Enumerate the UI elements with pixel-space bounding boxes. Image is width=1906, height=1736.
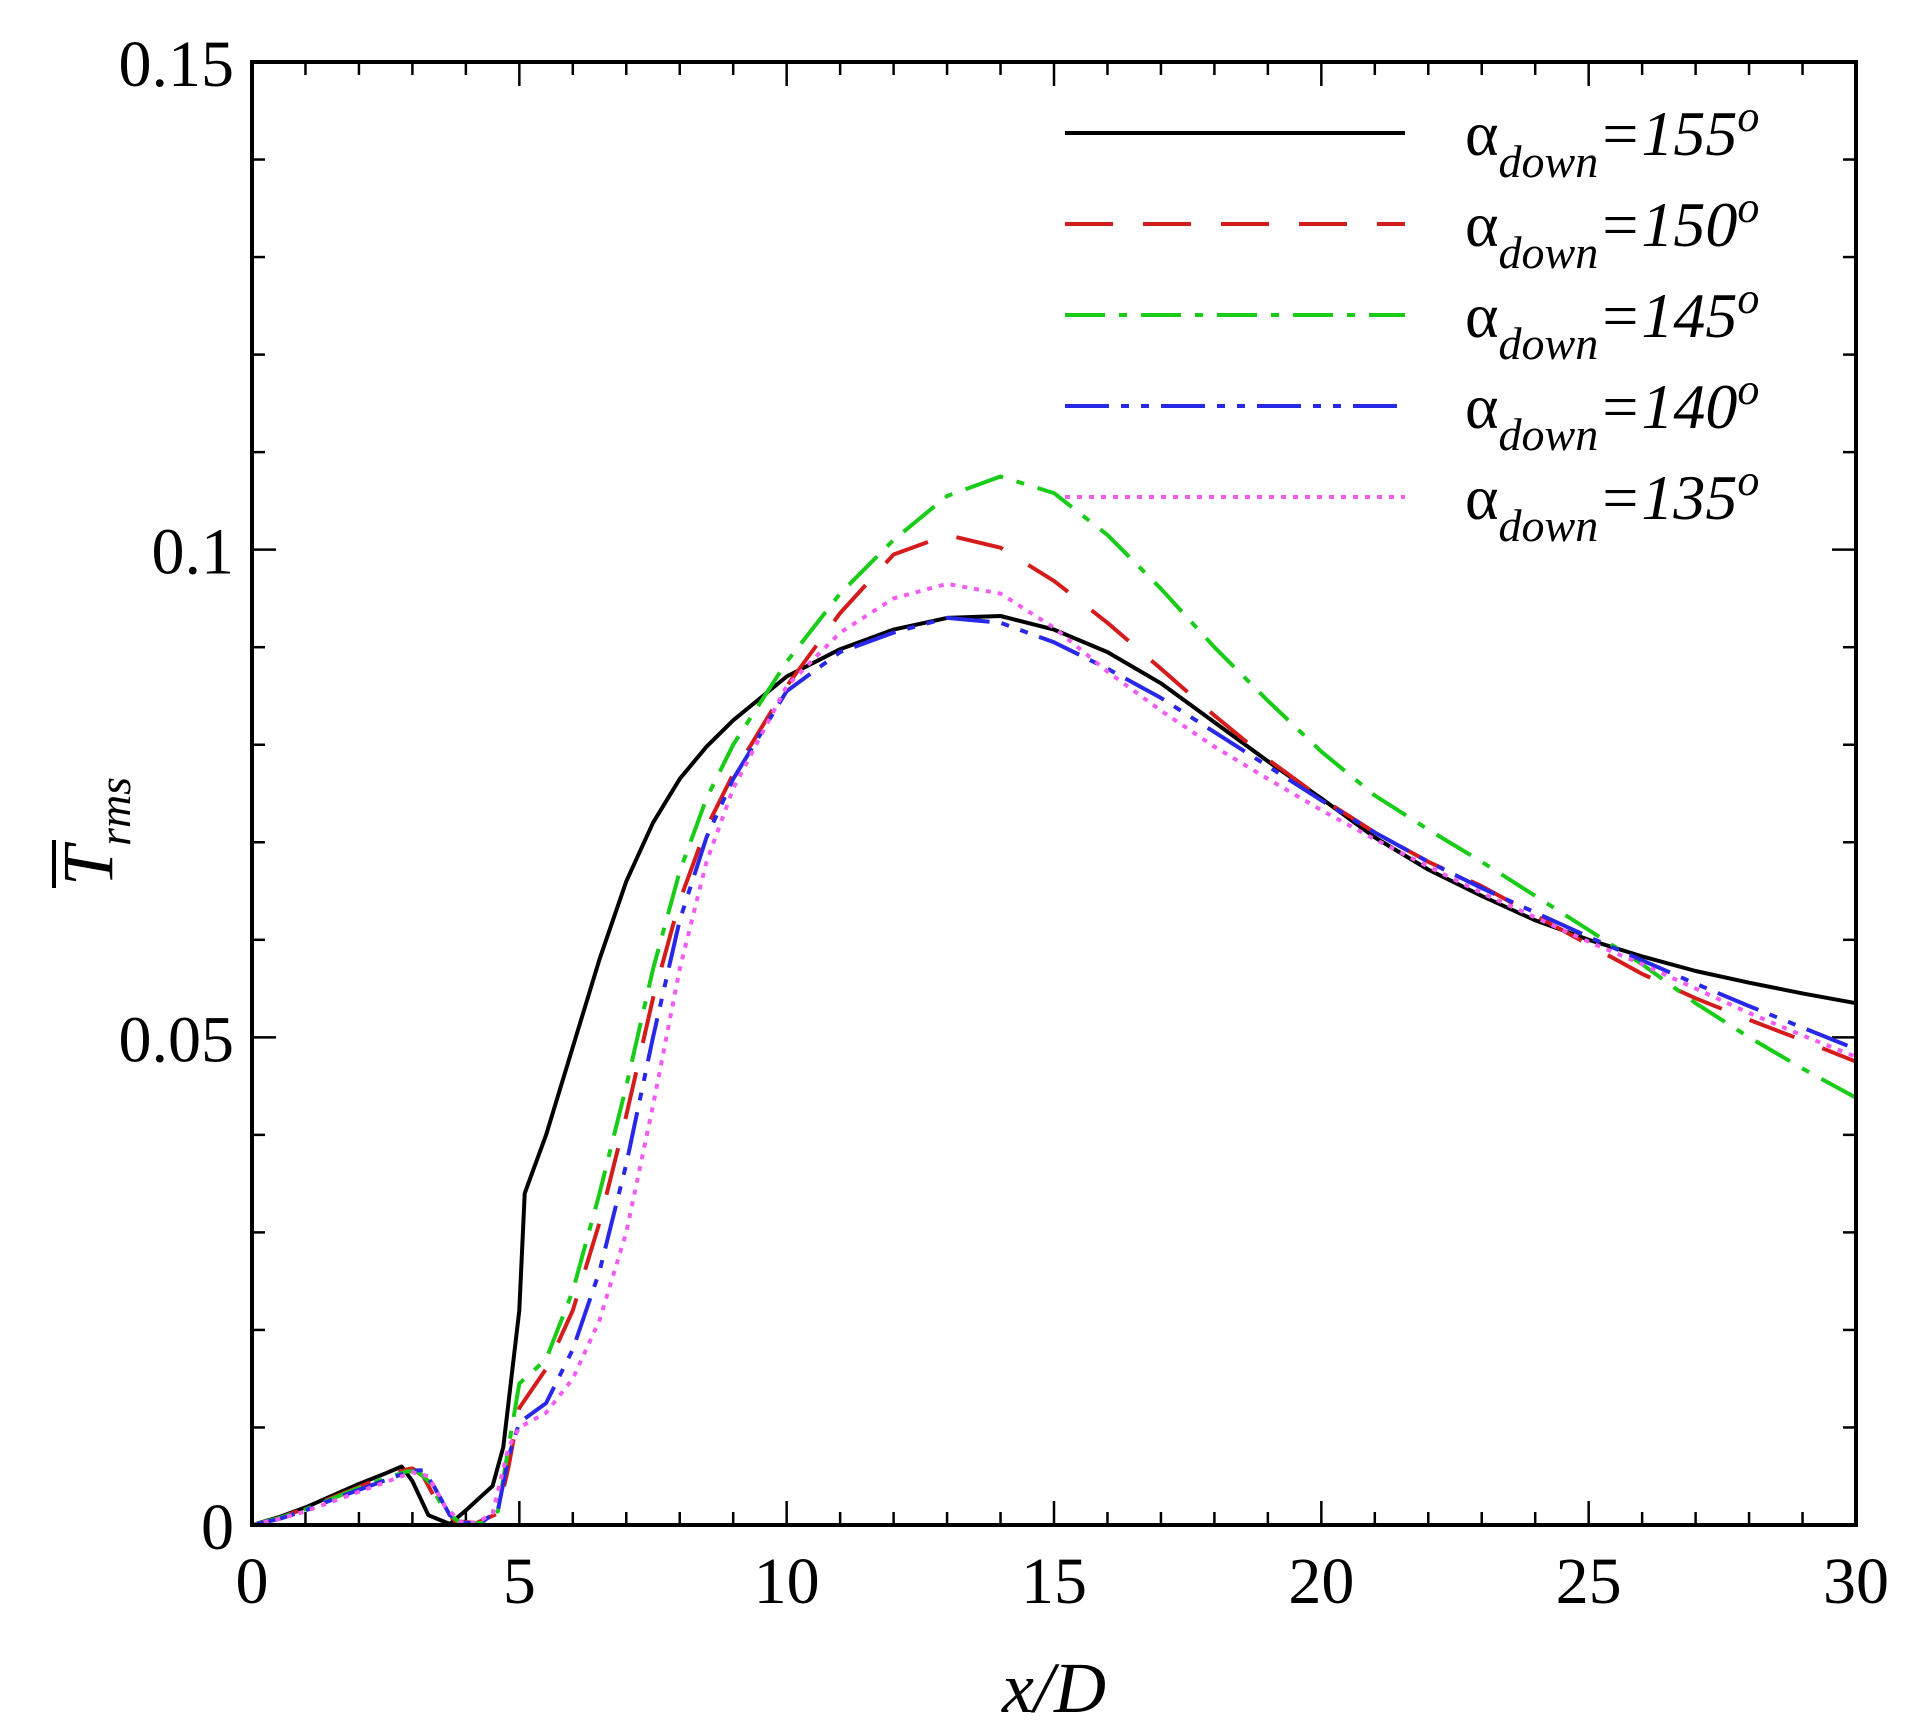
legend-label-1: αdown=155o [1465,92,1759,187]
y-tick-label: 0.05 [119,1003,235,1076]
legend-superscript: o [1737,365,1759,414]
x-tick-label: 15 [1021,1545,1087,1618]
x-tick-label: 30 [1823,1545,1889,1618]
x-tick-label: 5 [503,1545,536,1618]
x-tick-label: 10 [754,1545,820,1618]
legend-label-4: αdown=140o [1465,365,1759,460]
legend-superscript: o [1737,92,1759,141]
legend-superscript: o [1737,274,1759,323]
legend-alpha: α [1465,280,1499,351]
legend-value: =140 [1598,371,1737,442]
legend-alpha: α [1465,371,1499,442]
y-tick-label: 0 [201,1491,234,1564]
y-axis-title-subscript: rms [89,777,140,846]
series-line-1 [251,614,1857,1527]
legend-alpha: α [1465,98,1499,169]
legend-label-5: αdown=135o [1465,456,1759,551]
x-tick-label: 25 [1556,1545,1622,1618]
x-tick-label: 0 [236,1545,269,1618]
plot-frame [250,60,1858,1527]
legend-superscript: o [1737,456,1759,505]
series-lines [251,474,1857,1527]
legend: αdown=155oαdown=150oαdown=145oαdown=140o… [1065,92,1759,551]
y-axis-title-main: T [48,841,128,886]
series-line-2 [251,533,1857,1527]
series-line-4 [251,615,1857,1527]
legend-superscript: o [1737,183,1759,232]
legend-value: =150 [1598,189,1737,260]
y-tick-label: 0.15 [119,28,235,101]
legend-label-2: αdown=150o [1465,183,1759,278]
tick-labels: 0 5 10 15 20 25 30 0 0.05 0.1 0.15 [119,28,1890,1618]
x-axis-title: x/D [1001,1648,1106,1728]
legend-value: =155 [1598,98,1737,169]
y-tick-label: 0.1 [152,516,235,589]
legend-subscript: down [1499,318,1599,369]
legend-alpha: α [1465,462,1499,533]
svg-text:Trms: Trms [48,777,140,886]
legend-subscript: down [1499,500,1599,551]
legend-alpha: α [1465,189,1499,260]
legend-subscript: down [1499,409,1599,460]
series-line-5 [251,581,1857,1527]
legend-subscript: down [1499,136,1599,187]
legend-label-3: αdown=145o [1465,274,1759,369]
series-line-3 [251,474,1857,1527]
legend-subscript: down [1499,227,1599,278]
legend-value: =135 [1598,462,1737,533]
x-tick-label: 20 [1288,1545,1354,1618]
legend-value: =145 [1598,280,1737,351]
y-axis-title: Trms [48,777,140,888]
